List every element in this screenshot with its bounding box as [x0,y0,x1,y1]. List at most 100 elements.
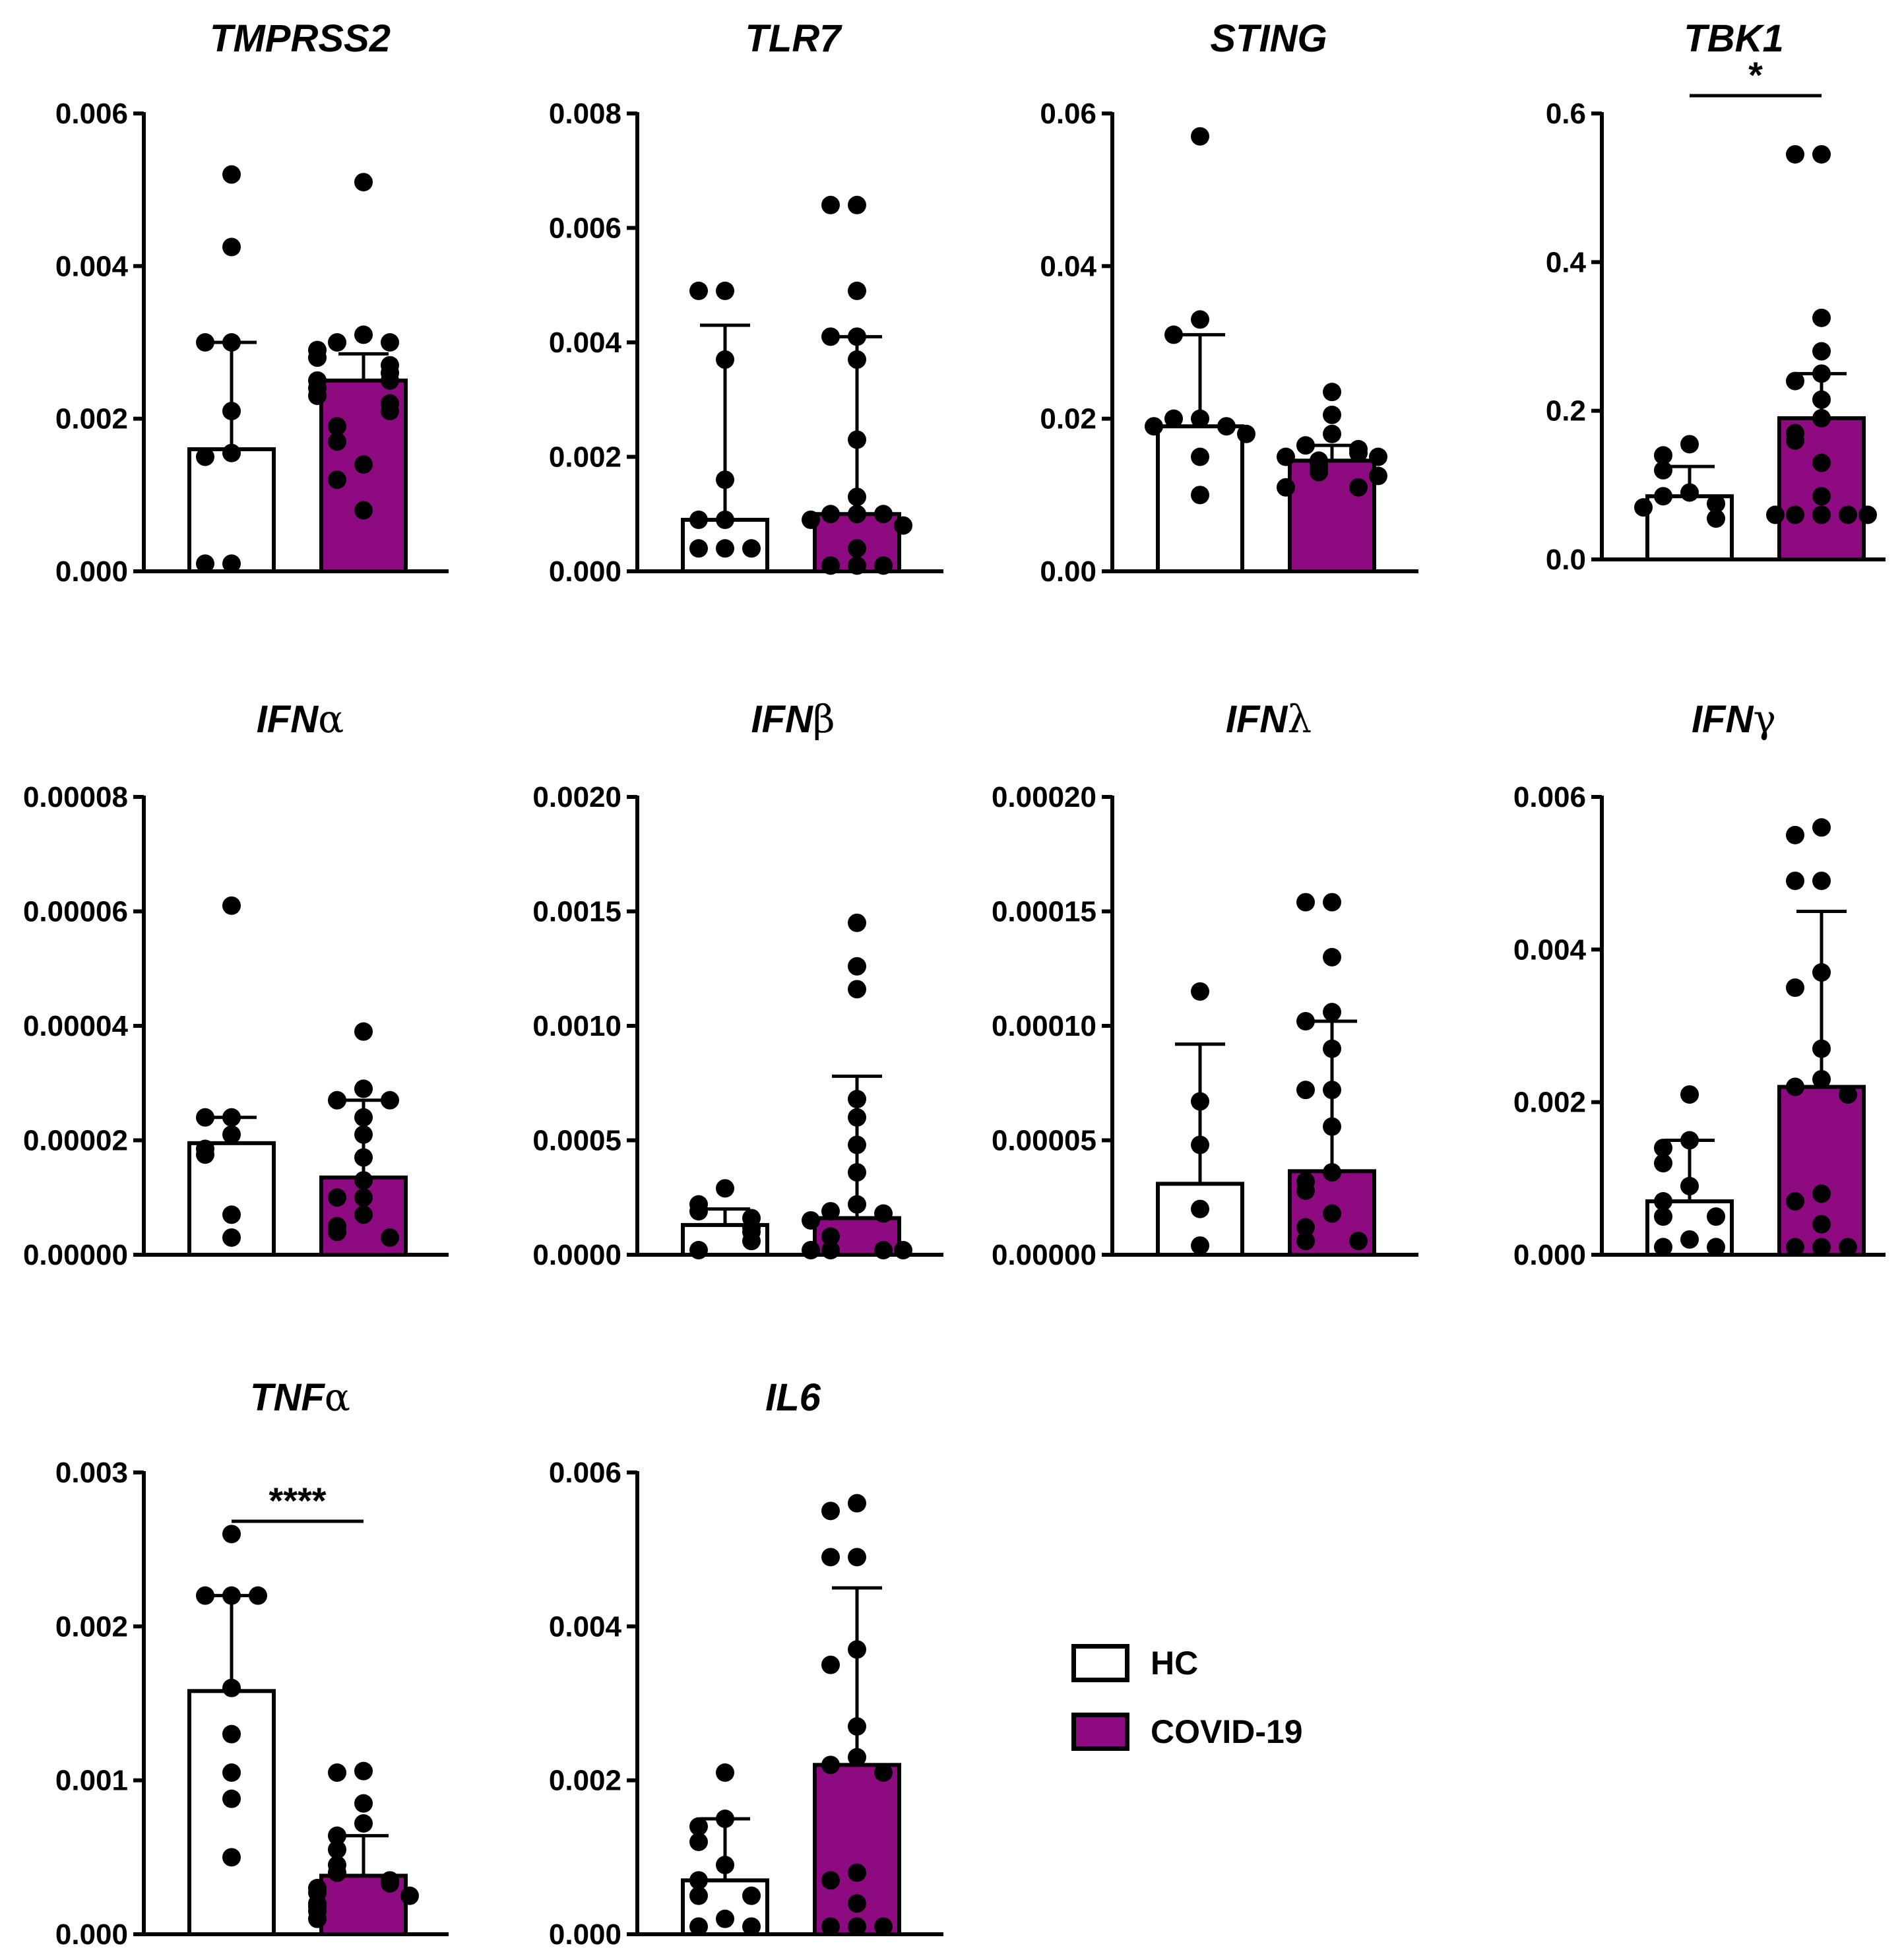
data-point [222,333,241,352]
data-point [1786,1077,1804,1096]
y-tick-label: 0.0020 [532,781,621,813]
bar-covid [1288,458,1376,573]
data-point [328,470,346,490]
data-point [308,348,327,367]
data-point [1680,1085,1699,1104]
y-tick-label: 0.0015 [532,896,621,928]
data-point [874,556,893,575]
data-point [1680,1230,1699,1249]
data-point [848,505,866,524]
data-point [1323,1117,1341,1136]
data-point [716,1763,734,1782]
panel-title-text: STING [1210,17,1327,60]
data-point [1310,462,1328,482]
y-tick-label: 0.002 [55,403,128,435]
y-tick-label: 0.4 [1546,246,1587,278]
data-point [689,1917,708,1936]
data-point [689,539,708,558]
data-point [716,1909,734,1928]
data-point [848,980,866,999]
data-point [1323,893,1341,912]
data-point [1323,424,1341,443]
data-point [1217,417,1236,436]
y-tick-label: 0.00000 [992,1239,1096,1271]
y-tick-label: 0.00006 [23,896,128,928]
data-point [1145,417,1163,436]
data-point [328,1090,346,1110]
data-point [1707,509,1725,528]
data-point [821,195,840,214]
data-point [381,1228,399,1247]
data-point [1786,371,1804,391]
data-point [328,1826,346,1845]
data-point [308,386,327,405]
data-point [1654,1139,1672,1158]
y-tick-label: 0.006 [1513,781,1586,813]
panel-title: TMPRSS2 [210,17,391,60]
data-point [1296,1181,1315,1200]
data-point [742,539,761,558]
data-point [689,510,708,529]
significance-label: * [1748,54,1763,96]
data-point [1812,1069,1831,1089]
data-point [328,1188,346,1207]
data-point [354,1079,373,1098]
data-point [848,913,866,932]
data-point [222,402,241,421]
data-point [328,1222,346,1242]
data-point [1812,1184,1831,1203]
data-point [848,1195,866,1214]
data-point [716,1810,734,1828]
panel-1: TMPRSS2 0.000 0.002 0.004 0.006 [55,17,449,588]
panel-6: IFNβ 0.0000 0.0005 0.0010 0.0015 0.0020 [532,697,943,1271]
panel-title-text: TNF [250,1376,325,1419]
panel-title: TNFα [250,1375,350,1420]
data-point [874,1917,893,1936]
panel-title-greek: β [813,697,835,742]
data-point [1323,947,1341,966]
y-tick-label: 0.003 [55,1457,128,1489]
data-point [1812,144,1831,164]
data-point [1786,978,1804,997]
data-point [716,1856,734,1874]
data-point [1323,383,1341,402]
panel-9: TNFα 0.000 0.001 0.002 0.003 **** [55,1375,449,1951]
data-point [1277,478,1295,497]
data-point [1191,982,1209,1001]
y-tick-label: 0.006 [549,1457,621,1489]
data-point [1323,1163,1341,1182]
data-point [1191,1236,1209,1255]
data-point [1812,818,1831,837]
data-point [1323,1003,1341,1022]
data-point [222,1205,241,1224]
data-point [821,327,840,346]
data-point [1191,409,1209,428]
panel-4: TBK1 0.0 0.2 0.4 0.6 * [1546,17,1886,576]
data-point [249,1586,267,1605]
data-point [1277,447,1295,466]
data-point [716,510,734,529]
y-tick-label: 0.00015 [992,896,1096,928]
data-point [1766,505,1785,524]
data-point [848,430,866,449]
data-point [328,1840,346,1859]
panel-title: TBK1 [1684,17,1783,60]
data-point [354,1148,373,1167]
data-point [1786,871,1804,891]
y-tick-label: 0.000 [55,555,128,588]
data-point [821,1755,840,1775]
data-point [1812,1039,1831,1058]
data-point [821,1227,840,1246]
y-tick-label: 0.00 [1040,555,1096,588]
data-point [848,1163,866,1182]
data-point [802,1241,820,1260]
data-point [354,455,373,474]
panel-10: IL6 0.000 0.002 0.004 0.006 [549,1376,943,1951]
panel-8: IFNγ 0.000 0.002 0.004 0.006 [1513,697,1886,1271]
data-point [222,1848,241,1867]
data-point [222,165,241,184]
y-tick-label: 0.2 [1546,395,1586,427]
y-tick-label: 0.008 [549,98,621,130]
data-point [1812,308,1831,327]
data-point [222,1125,241,1144]
